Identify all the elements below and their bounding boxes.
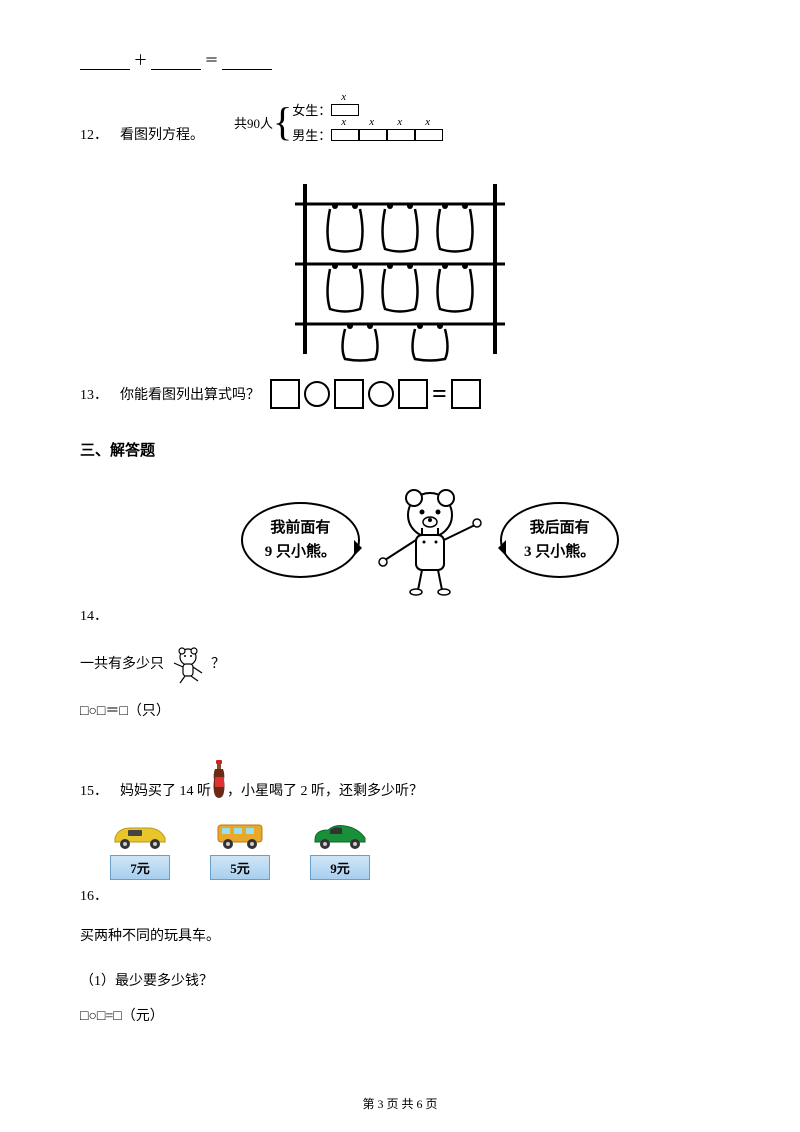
page-footer: 第 3 页 共 6 页 (0, 1095, 800, 1112)
boy-x-box-1: x (331, 129, 359, 141)
price-3: 9元 (310, 855, 370, 880)
speech-bubble-right: 我后面有 3 只小熊。 (500, 502, 619, 578)
q16-sub1: （1）最少要多少钱？ (80, 970, 720, 990)
q12-text: 看图列方程。 (120, 124, 204, 144)
q15-num: 15． (80, 780, 108, 800)
eq-box-2[interactable] (334, 379, 364, 409)
rack-diagram (80, 154, 720, 369)
q14-num: 14． (80, 609, 108, 624)
section-3-title: 三、解答题 (80, 439, 720, 460)
girl-x-box: x (331, 104, 359, 116)
bear-icon (370, 480, 490, 600)
cars-row: 7元 5元 9元 (110, 820, 720, 880)
bubble-left-line2: 9 只小熊。 (265, 540, 336, 564)
bubble-right-line2: 3 只小熊。 (524, 540, 595, 564)
eq-circle-1[interactable] (304, 381, 330, 407)
car-icon-green (310, 820, 370, 850)
q12-diagram: 共90人 { 女生： x 男生： x x x x (234, 100, 443, 144)
q16-num: 16． (80, 889, 108, 904)
q14-question-text: 一共有多少只 (80, 657, 164, 672)
equals-sign: ＝ (205, 54, 219, 69)
car-icon-yellow (110, 820, 170, 850)
car-1: 7元 (110, 820, 170, 880)
brace-icon: { (273, 102, 292, 142)
plus-sign: ＋ (134, 54, 148, 69)
blank-2[interactable] (151, 56, 201, 70)
eq-circle-2[interactable] (368, 381, 394, 407)
q13-text: 你能看图列出算式吗？ (120, 384, 260, 404)
top-equation: ＋ ＝ (80, 50, 720, 70)
bubble-left-line1: 我前面有 (265, 516, 336, 540)
question-12: 12． 看图列方程。 共90人 { 女生： x 男生： x x x x (80, 100, 720, 144)
bottle-icon (211, 760, 227, 800)
eq-box-4[interactable] (451, 379, 481, 409)
q13-equation-boxes: = (270, 379, 481, 409)
blank-1[interactable] (80, 56, 130, 70)
total-label: 共90人 (234, 113, 273, 132)
q14-bear-diagram: 我前面有 9 只小熊。 我后面有 3 只小熊。 (140, 480, 720, 600)
car-icon-bus (210, 820, 270, 850)
speech-bubble-left: 我前面有 9 只小熊。 (241, 502, 360, 578)
q14-question: 一共有多少只 ？ (80, 645, 720, 685)
eq-equals: = (432, 379, 447, 409)
boy-x-box-2: x (359, 129, 387, 141)
car-2: 5元 (210, 820, 270, 880)
q15-text-before: 妈妈买了 14 听 (120, 780, 211, 800)
q14-answer: □○□＝□（只） (80, 700, 720, 720)
girl-label: 女生： (292, 100, 331, 119)
boy-x-box-4: x (415, 129, 443, 141)
price-2: 5元 (210, 855, 270, 880)
q14-row: 14． (80, 605, 720, 625)
q16-text1: 买两种不同的玩具车。 (80, 925, 720, 945)
small-bear-icon (168, 645, 208, 685)
eq-box-1[interactable] (270, 379, 300, 409)
eq-box-3[interactable] (398, 379, 428, 409)
boy-label: 男生： (292, 125, 331, 144)
q16-answer: □○□=□（元） (80, 1005, 720, 1025)
boy-x-box-3: x (387, 129, 415, 141)
question-15: 15． 妈妈买了 14 听 ，小星喝了 2 听，还剩多少听？ (80, 760, 720, 800)
q13-num: 13． (80, 384, 108, 404)
q12-num: 12． (80, 124, 108, 144)
car-3: 9元 (310, 820, 370, 880)
q15-text-after: ，小星喝了 2 听，还剩多少听？ (227, 780, 423, 800)
price-1: 7元 (110, 855, 170, 880)
question-13: 13． 你能看图列出算式吗？ = (80, 379, 720, 409)
q14-question-end: ？ (211, 657, 225, 672)
rack-icon (275, 174, 525, 364)
q16-row: 16． (80, 885, 720, 905)
bubble-right-line1: 我后面有 (524, 516, 595, 540)
blank-3[interactable] (222, 56, 272, 70)
